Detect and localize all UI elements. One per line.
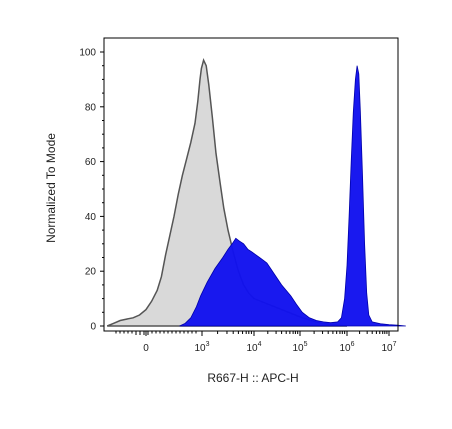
plot-area	[106, 58, 406, 327]
x-tick-label: 104	[246, 341, 261, 354]
x-axis-ticks: 0 103 104 105 106 107	[115, 331, 397, 354]
x-tick-label: 107	[381, 341, 396, 354]
plot-frame	[103, 37, 399, 332]
y-tick-label: 40	[85, 212, 97, 223]
x-tick-label: 103	[194, 341, 209, 354]
y-tick-label: 60	[85, 157, 97, 168]
y-tick-label: 20	[85, 267, 97, 278]
x-tick-label: 106	[339, 341, 354, 354]
y-tick-label: 80	[85, 102, 97, 113]
y-axis-ticks: 0 20 40 60 80 100	[79, 48, 104, 333]
x-tick-label: 105	[292, 341, 307, 354]
histogram-series-2	[179, 65, 406, 327]
y-tick-label: 0	[90, 322, 96, 333]
x-axis-title: R667-H :: APC-H	[207, 371, 298, 385]
y-tick-label: 100	[79, 48, 96, 59]
y-axis-title: Normalized To Mode	[44, 133, 58, 243]
x-tick-label: 0	[143, 343, 149, 354]
